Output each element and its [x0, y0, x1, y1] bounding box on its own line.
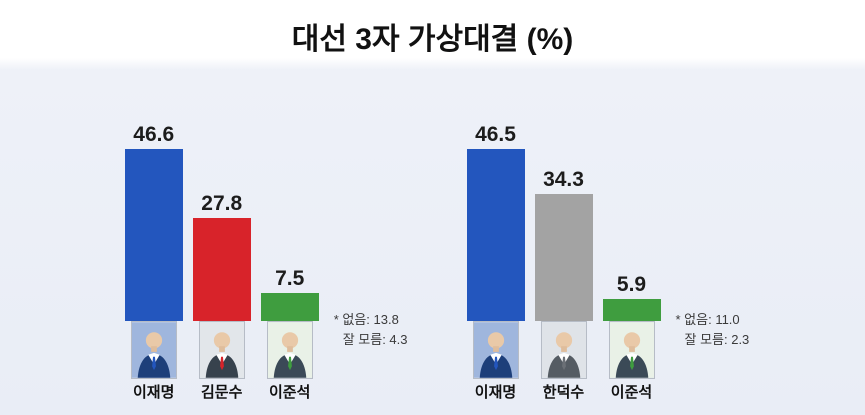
candidate-name: 이재명 [474, 383, 517, 401]
person-silhouette-icon [541, 321, 586, 378]
candidate-photo [472, 320, 519, 379]
bar-value-label: 46.6 [133, 122, 175, 146]
candidate-name: 김문수 [201, 383, 243, 401]
candidate-name: 이준석 [610, 383, 653, 401]
page-title: 대선 3자 가상대결 (%) [291, 23, 574, 56]
candidate-name: 이재명 [133, 383, 175, 401]
note-dontknow: 잘 모름: 2.3 [684, 331, 750, 347]
bar-column: 7.5 이준석 [259, 268, 321, 402]
bar-column: 27.8 김문수 [191, 193, 253, 402]
candidate-name: 한덕수 [542, 383, 585, 401]
person-silhouette-icon [609, 321, 654, 378]
bar-value-label: 34.3 [543, 167, 584, 191]
candidate-name: 이준석 [269, 383, 311, 401]
bar-value-label: 5.9 [616, 272, 647, 296]
person-silhouette-icon [199, 321, 244, 378]
person-silhouette-icon [131, 321, 176, 378]
candidate-photo [540, 320, 587, 379]
note-none: * 없음: 11.0 [675, 312, 740, 327]
candidate-photo [130, 320, 177, 379]
bar [534, 193, 593, 321]
candidate-photo [266, 320, 313, 379]
bar [466, 148, 525, 321]
bar-value-label: 46.5 [475, 122, 516, 146]
bar [192, 217, 251, 321]
note-none: * 없음: 13.8 [333, 312, 399, 327]
bar-value-label: 7.5 [275, 266, 305, 290]
bar [260, 292, 319, 321]
candidate-photo [608, 320, 655, 379]
person-silhouette-icon [267, 321, 312, 378]
poll-note-right: * 없음: 11.0 잘 모름: 2.3 [676, 310, 750, 401]
chart-groups: 46.6 이재명 27.8 [0, 124, 865, 402]
poll-group-right: 46.5 이재명 34.3 [462, 124, 749, 402]
bar-column: 46.5 이재명 [465, 124, 527, 402]
bar-column: 46.6 이재명 [123, 124, 185, 402]
bar [124, 148, 183, 321]
bar-column: 34.3 한덕수 [533, 169, 595, 402]
bar [602, 298, 661, 321]
poll-group-left: 46.6 이재명 27.8 [120, 124, 408, 402]
bar-value-label: 27.8 [201, 191, 243, 215]
candidate-photo [198, 320, 245, 379]
poll-note-left: * 없음: 13.8 잘 모름: 4.3 [334, 310, 408, 401]
bar-column: 5.9 이준석 [601, 274, 663, 402]
note-dontknow: 잘 모름: 4.3 [342, 331, 408, 347]
person-silhouette-icon [473, 321, 518, 378]
